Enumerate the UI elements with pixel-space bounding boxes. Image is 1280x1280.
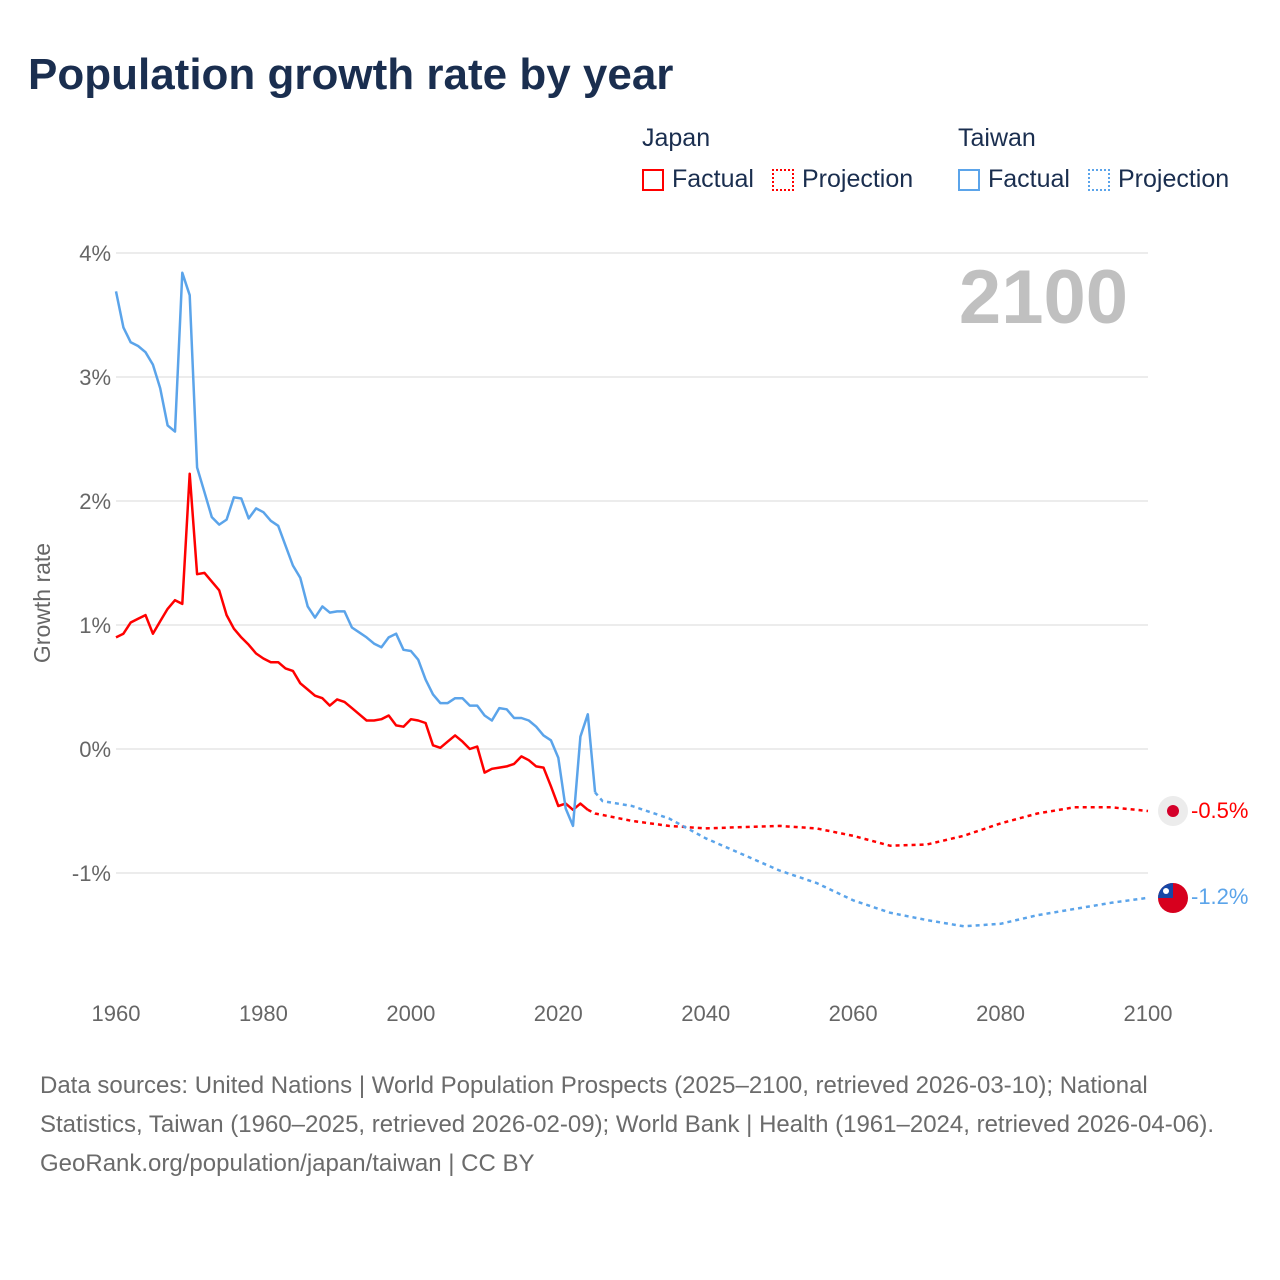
y-tick-label: 3%: [79, 365, 111, 390]
legend-japan-name: Japan: [642, 124, 711, 152]
y-tick-label: 2%: [79, 489, 111, 514]
y-tick-label: 4%: [79, 241, 111, 266]
legend-taiwan-factual[interactable]: Factual: [958, 165, 1070, 194]
taiwan-flag-sun: [1163, 888, 1169, 894]
y-tick-label: 0%: [79, 737, 111, 762]
legend-taiwan-name: Taiwan: [958, 124, 1036, 152]
legend-label: Factual: [988, 165, 1070, 193]
taiwan-factual-line: [114, 271, 597, 828]
data-sources: Data sources: United Nations | World Pop…: [40, 1072, 1215, 1138]
y-axis-label: Growth rate: [29, 543, 55, 663]
footer: Data sources: United Nations | World Pop…: [40, 1066, 1250, 1183]
japan-projection-line: [587, 806, 1149, 847]
x-tick-label: 1980: [239, 1001, 288, 1026]
credit-link[interactable]: GeoRank.org/population/japan/taiwan | CC…: [40, 1150, 535, 1177]
grid: 4% 3% 2% 1% 0% -1% 1960 1980 2000 2020 2040 2060 208…: [72, 241, 1173, 1026]
x-tick-label: 2000: [386, 1001, 435, 1026]
x-tick-label: 2080: [976, 1001, 1025, 1026]
x-tick-label: 2100: [1124, 1001, 1173, 1026]
dotted-swatch-icon: [771, 168, 794, 191]
year-watermark: 2100: [959, 255, 1128, 340]
legend-japan: Japan Factual Projection: [642, 124, 931, 194]
legend-taiwan-projection[interactable]: Projection: [1087, 165, 1230, 194]
legend-taiwan: Taiwan Factual Projection: [958, 124, 1247, 194]
taiwan-projection-line: [594, 791, 1149, 928]
y-tick-label: 1%: [79, 613, 111, 638]
x-tick-label: 2040: [681, 1001, 730, 1026]
legend-label: Factual: [672, 165, 754, 193]
dotted-swatch-icon: [1087, 168, 1110, 191]
y-tick-label: -1%: [72, 861, 111, 886]
legend-japan-projection[interactable]: Projection: [771, 165, 914, 194]
solid-swatch-icon: [642, 168, 664, 191]
japan-factual-line: [115, 472, 589, 812]
solid-swatch-icon: [958, 168, 980, 191]
end-markers: [1158, 796, 1188, 913]
chart-title: Population growth rate by year: [28, 50, 674, 99]
legend-label: Projection: [801, 165, 914, 193]
x-tick-label: 2060: [829, 1001, 878, 1026]
taiwan-end-label: -1.2%: [1191, 884, 1248, 909]
x-tick-label: 2020: [534, 1001, 583, 1026]
japan-end-label: -0.5%: [1191, 798, 1248, 823]
legend-japan-factual[interactable]: Factual: [642, 165, 754, 194]
japan-flag-disc: [1167, 805, 1179, 817]
legend-label: Projection: [1117, 165, 1230, 193]
x-tick-label: 1960: [92, 1001, 141, 1026]
series-group: [114, 271, 1149, 928]
